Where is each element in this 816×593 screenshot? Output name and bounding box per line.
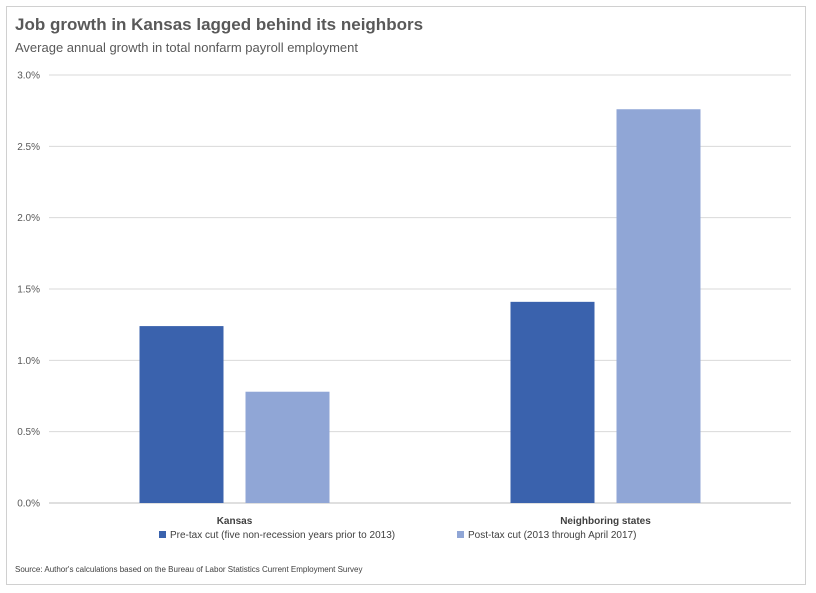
chart-title: Job growth in Kansas lagged behind its n… (15, 15, 424, 34)
legend-swatch (457, 531, 464, 538)
chart-subtitle: Average annual growth in total nonfarm p… (15, 40, 359, 55)
y-tick-label: 0.0% (17, 499, 40, 510)
y-tick-label: 1.5% (17, 285, 40, 296)
y-tick-label: 2.5% (17, 142, 40, 153)
bar-post-tax-cut (245, 391, 330, 503)
bar-pre-tax-cut (139, 326, 224, 503)
legend-label: Pre-tax cut (five non-recession years pr… (170, 530, 395, 541)
legend-label: Post-tax cut (2013 through April 2017) (468, 530, 636, 541)
y-tick-label: 3.0% (17, 71, 40, 82)
bar-chart: 0.0% 0.5% 1.0% 1.5% 2.0% 2.5% 3.0% Kansas Neighb… (17, 71, 791, 541)
y-tick-label: 0.5% (17, 427, 40, 438)
legend-swatch (159, 531, 166, 538)
bar-pre-tax-cut (510, 301, 595, 503)
source-note: Source: Author's calculations based on t… (15, 565, 363, 574)
bar-post-tax-cut (616, 109, 701, 504)
y-tick-label: 2.0% (17, 213, 40, 224)
category-label: Neighboring states (560, 516, 651, 527)
y-tick-label: 1.0% (17, 356, 40, 367)
chart-frame: Job growth in Kansas lagged behind its n… (6, 6, 806, 585)
category-label: Kansas (217, 516, 253, 527)
